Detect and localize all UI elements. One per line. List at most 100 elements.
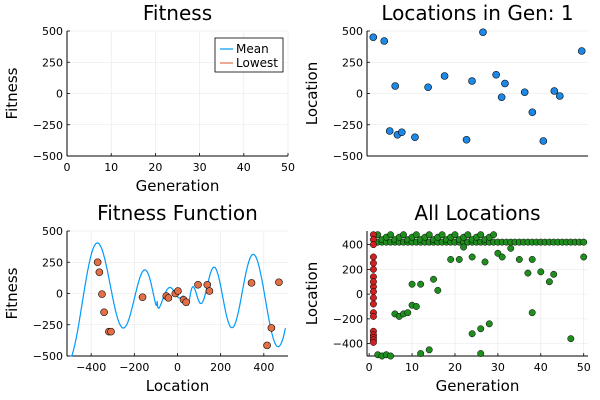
scatter-point — [528, 108, 537, 117]
scatter-point — [417, 350, 425, 357]
scatter-point — [430, 275, 437, 283]
scatter-point — [481, 258, 489, 266]
chart-locations: −500 −250 0 250 500 Locations in Gen: 1 Locati… — [303, 1, 588, 163]
scatter-point — [550, 87, 559, 95]
population-point — [182, 298, 190, 307]
legend-label-lowest: Lowest — [236, 56, 278, 70]
y-tick-label: 0 — [56, 288, 63, 301]
scatter-point — [369, 259, 377, 267]
x-tick-label: 50 — [577, 361, 591, 374]
y-tick-label: 400 — [342, 239, 363, 252]
population-point — [164, 294, 173, 302]
scatter-point — [501, 79, 509, 88]
legend-label-mean: Mean — [236, 42, 269, 56]
population-point — [138, 293, 147, 302]
legend-box — [214, 37, 284, 73]
x-tick-label: 10 — [405, 361, 419, 374]
population-point — [205, 287, 214, 295]
scatter-point — [369, 33, 378, 42]
y-axis-label: Location — [303, 262, 321, 325]
y-tick-label: −500 — [33, 150, 63, 163]
scatter-point — [447, 256, 455, 263]
scatter-point — [369, 288, 377, 296]
y-tick-label: 500 — [342, 25, 363, 38]
scatter-point — [369, 300, 377, 308]
x-tick-label: 30 — [193, 161, 207, 174]
population-point — [107, 327, 115, 336]
population-point — [174, 287, 182, 295]
x-tick-label: 20 — [448, 361, 462, 374]
x-tick-label: 50 — [281, 161, 295, 174]
scatter-point — [411, 133, 419, 142]
scatter-point — [408, 280, 416, 288]
x-axis-label: Generation — [136, 177, 220, 195]
scatter-point — [424, 83, 432, 92]
chart-title: Fitness Function — [97, 201, 258, 225]
scatter-point-band — [425, 231, 433, 239]
scatter-point — [434, 286, 442, 294]
chart-title: All Locations — [414, 201, 540, 225]
population-point — [247, 279, 256, 287]
scatter-point — [545, 278, 553, 286]
population-point — [275, 278, 283, 287]
scatter-point — [539, 137, 548, 145]
scatter-point — [537, 268, 545, 276]
function-curve — [69, 242, 286, 357]
scatter-point — [385, 127, 394, 135]
scatter-point-band — [477, 231, 485, 239]
population-point — [267, 324, 276, 332]
population-point — [100, 308, 108, 317]
y-tick-label: 200 — [342, 263, 363, 276]
scatter-point — [468, 330, 476, 338]
y-tick-label: 500 — [42, 25, 63, 38]
scatter-point — [477, 350, 485, 357]
scatter-point — [369, 312, 377, 320]
scatter-point — [460, 243, 468, 251]
scatter-point — [485, 320, 493, 328]
x-axis-label: Generation — [436, 377, 520, 395]
scatter-point — [369, 278, 377, 286]
scatter-point — [498, 253, 506, 261]
y-tick-label: 500 — [42, 225, 63, 238]
scatter-point-band — [464, 231, 472, 239]
scatter-point-band — [580, 238, 588, 246]
x-tick-label: 40 — [534, 361, 548, 374]
chart-all-locations: 0 10 20 30 40 50 −400 −200 0 200 400 All Locations G… — [303, 201, 591, 395]
y-tick-label: −250 — [33, 119, 63, 132]
scatter-point — [412, 303, 420, 310]
y-tick-label: −250 — [333, 119, 363, 132]
y-axis-label: Location — [303, 62, 321, 125]
x-tick-label: 30 — [491, 361, 505, 374]
scatter-point — [580, 253, 588, 261]
scatter-point — [479, 28, 487, 37]
scatter-point-band — [490, 231, 498, 239]
scatter-point — [524, 269, 532, 277]
chart-title: Locations in Gen: 1 — [381, 1, 573, 25]
scatter-point — [369, 265, 377, 273]
scatter-point — [417, 280, 425, 288]
y-tick-label: 250 — [342, 56, 363, 69]
x-axis-label: Location — [146, 377, 209, 395]
x-tick-label: 20 — [148, 161, 162, 174]
scatter-point — [515, 256, 523, 263]
scatter-point-band — [438, 231, 446, 239]
x-tick-label: 400 — [253, 361, 274, 374]
y-tick-label: 0 — [356, 88, 363, 101]
scatter-point — [468, 253, 476, 261]
chart-title: Fitness — [143, 1, 212, 25]
scatter-point — [369, 241, 377, 249]
scatter-point — [404, 309, 412, 317]
scatter-point — [567, 335, 575, 343]
population-point — [203, 280, 212, 289]
scatter-point — [468, 77, 476, 85]
y-tick-label: −500 — [333, 150, 363, 163]
scatter-point — [455, 256, 463, 263]
chart-fitness: 0 10 20 30 40 50 −500 −250 0 250 500 Fitness Generat… — [3, 1, 295, 195]
chart-fitness-function: −400 −200 0 200 400 −500 −250 0 250 500 Fitness Fu… — [3, 201, 288, 395]
scatter-point — [397, 128, 406, 137]
population-point — [98, 290, 106, 298]
scatter-point-band — [412, 231, 420, 239]
population-point — [263, 341, 271, 350]
scatter-point — [391, 82, 400, 90]
x-tick-label: 0 — [174, 361, 181, 374]
